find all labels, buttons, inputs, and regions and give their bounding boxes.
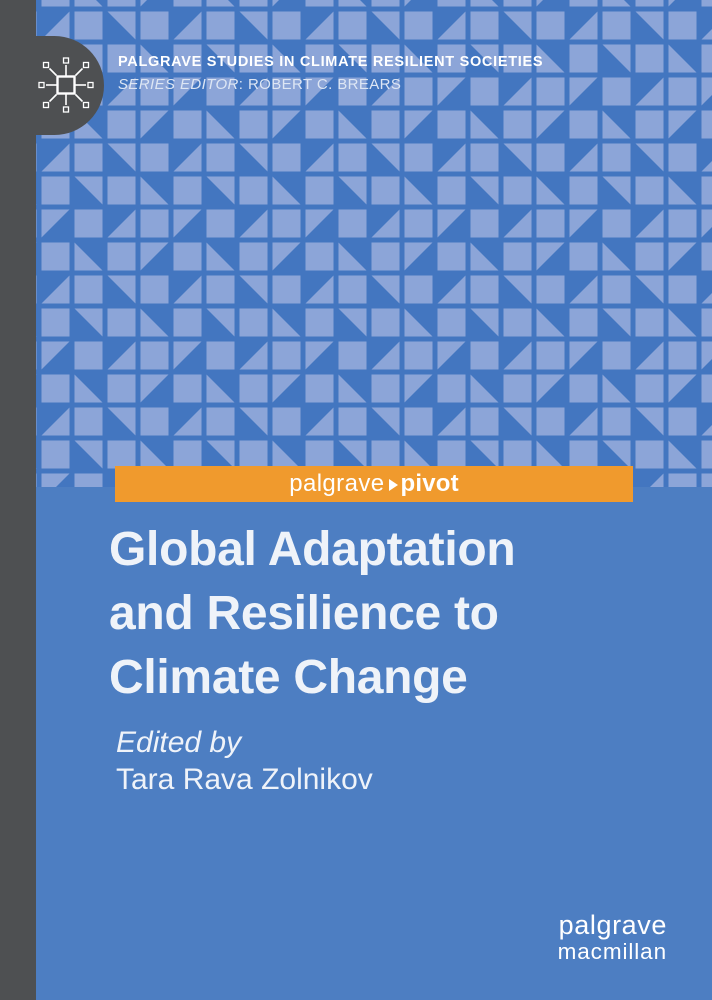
series-title: PALGRAVE STUDIES IN CLIMATE RESILIENT SO… [118, 54, 544, 70]
book-title-line: Global Adaptation [109, 523, 516, 576]
imprint-pivot-wordmark: pivot [400, 470, 459, 497]
series-editor-label: SERIES EDITOR [118, 76, 239, 93]
series-emblem-badge [0, 36, 104, 135]
editor-name: Tara Rava Zolnikov [116, 763, 373, 796]
publisher-name-macmillan: macmillan [557, 939, 667, 964]
series-editor-name: ROBERT C. BREARS [247, 76, 402, 93]
book-title: Global Adaptation and Resilience to Clim… [109, 518, 516, 710]
book-title-line: Climate Change [109, 651, 468, 704]
imprint-banner: palgrave pivot [115, 466, 633, 502]
imprint-palgrave-wordmark: palgrave [289, 470, 385, 497]
series-heading: PALGRAVE STUDIES IN CLIMATE RESILIENT SO… [118, 53, 543, 94]
arrow-right-icon [389, 479, 399, 491]
series-emblem-icon [38, 57, 94, 113]
series-editor-separator: : [238, 76, 248, 93]
left-spine-strip [0, 0, 36, 1000]
book-title-line: and Resilience to [109, 587, 499, 640]
mosaic-pattern-background [36, 0, 712, 487]
edited-by-label: Edited by [116, 726, 242, 759]
publisher-logo: palgrave macmillan [558, 911, 667, 964]
publisher-name-palgrave: palgrave [558, 910, 667, 940]
byline: Edited by Tara Rava Zolnikov [116, 724, 373, 798]
series-editor-line: SERIES EDITOR: ROBERT C. BREARS [118, 75, 543, 94]
